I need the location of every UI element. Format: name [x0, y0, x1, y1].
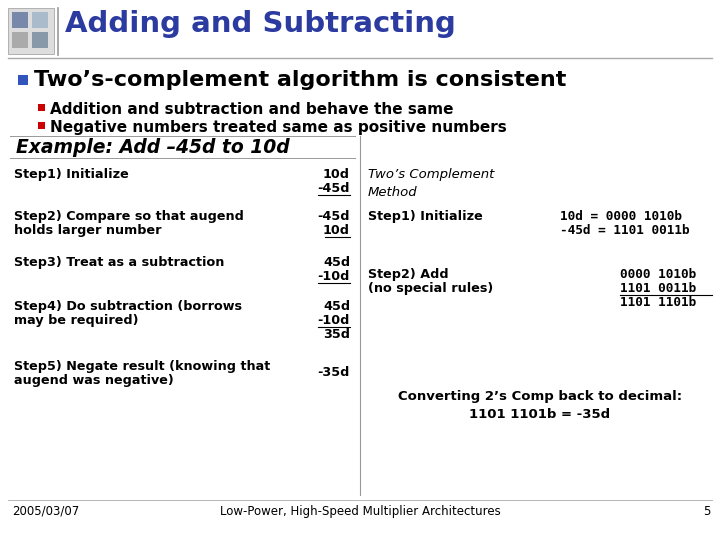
Text: Low-Power, High-Speed Multiplier Architectures: Low-Power, High-Speed Multiplier Archite… [220, 505, 500, 518]
Text: augend was negative): augend was negative) [14, 374, 174, 387]
Text: 2005/03/07: 2005/03/07 [12, 505, 79, 518]
Text: Converting 2’s Comp back to decimal:: Converting 2’s Comp back to decimal: [398, 390, 682, 403]
Bar [38, 122, 45, 129]
Text: Step2) Add: Step2) Add [368, 268, 449, 281]
Bar [32, 32, 48, 48]
Text: Step3) Treat as a subtraction: Step3) Treat as a subtraction [14, 256, 225, 269]
Text: Adding and Subtracting: Adding and Subtracting [65, 10, 456, 38]
Text: 0000 1010b: 0000 1010b [620, 268, 696, 281]
Text: may be required): may be required) [14, 314, 138, 327]
Text: Step1) Initialize: Step1) Initialize [368, 210, 482, 223]
Bar [12, 12, 28, 28]
Text: Two’s-complement algorithm is consistent: Two’s-complement algorithm is consistent [34, 70, 567, 90]
Text: Step1) Initialize: Step1) Initialize [14, 168, 129, 181]
Text: Step4) Do subtraction (borrows: Step4) Do subtraction (borrows [14, 300, 242, 313]
Text: Addition and subtraction and behave the same: Addition and subtraction and behave the … [50, 102, 454, 117]
Text: (no special rules): (no special rules) [368, 282, 493, 295]
Text: 1101 0011b: 1101 0011b [620, 282, 696, 295]
FancyBboxPatch shape [8, 8, 54, 54]
Text: Step2) Compare so that augend: Step2) Compare so that augend [14, 210, 244, 223]
Text: -45d = 1101 0011b: -45d = 1101 0011b [560, 224, 690, 237]
Text: -10d: -10d [318, 270, 350, 283]
Text: -45d: -45d [318, 210, 350, 223]
Text: 45d: 45d [323, 256, 350, 269]
Bar [12, 32, 28, 48]
Text: -10d: -10d [318, 314, 350, 327]
Text: 45d: 45d [323, 300, 350, 313]
Bar [18, 75, 28, 85]
Text: 35d: 35d [323, 328, 350, 341]
Text: Two’s Complement
Method: Two’s Complement Method [368, 168, 495, 199]
Text: 1101 1101b = -35d: 1101 1101b = -35d [469, 408, 611, 421]
Text: 1101 1101b: 1101 1101b [620, 296, 696, 309]
Text: Negative numbers treated same as positive numbers: Negative numbers treated same as positiv… [50, 120, 507, 135]
Bar [32, 12, 48, 28]
Text: -45d: -45d [318, 182, 350, 195]
Text: Example: Add –45d to 10d: Example: Add –45d to 10d [16, 138, 289, 157]
Text: -35d: -35d [318, 366, 350, 379]
Bar [38, 104, 45, 111]
Text: 10d: 10d [323, 224, 350, 237]
Text: 10d = 0000 1010b: 10d = 0000 1010b [560, 210, 682, 223]
Text: 5: 5 [703, 505, 710, 518]
Text: Step5) Negate result (knowing that: Step5) Negate result (knowing that [14, 360, 270, 373]
Text: holds larger number: holds larger number [14, 224, 161, 237]
Text: 10d: 10d [323, 168, 350, 181]
